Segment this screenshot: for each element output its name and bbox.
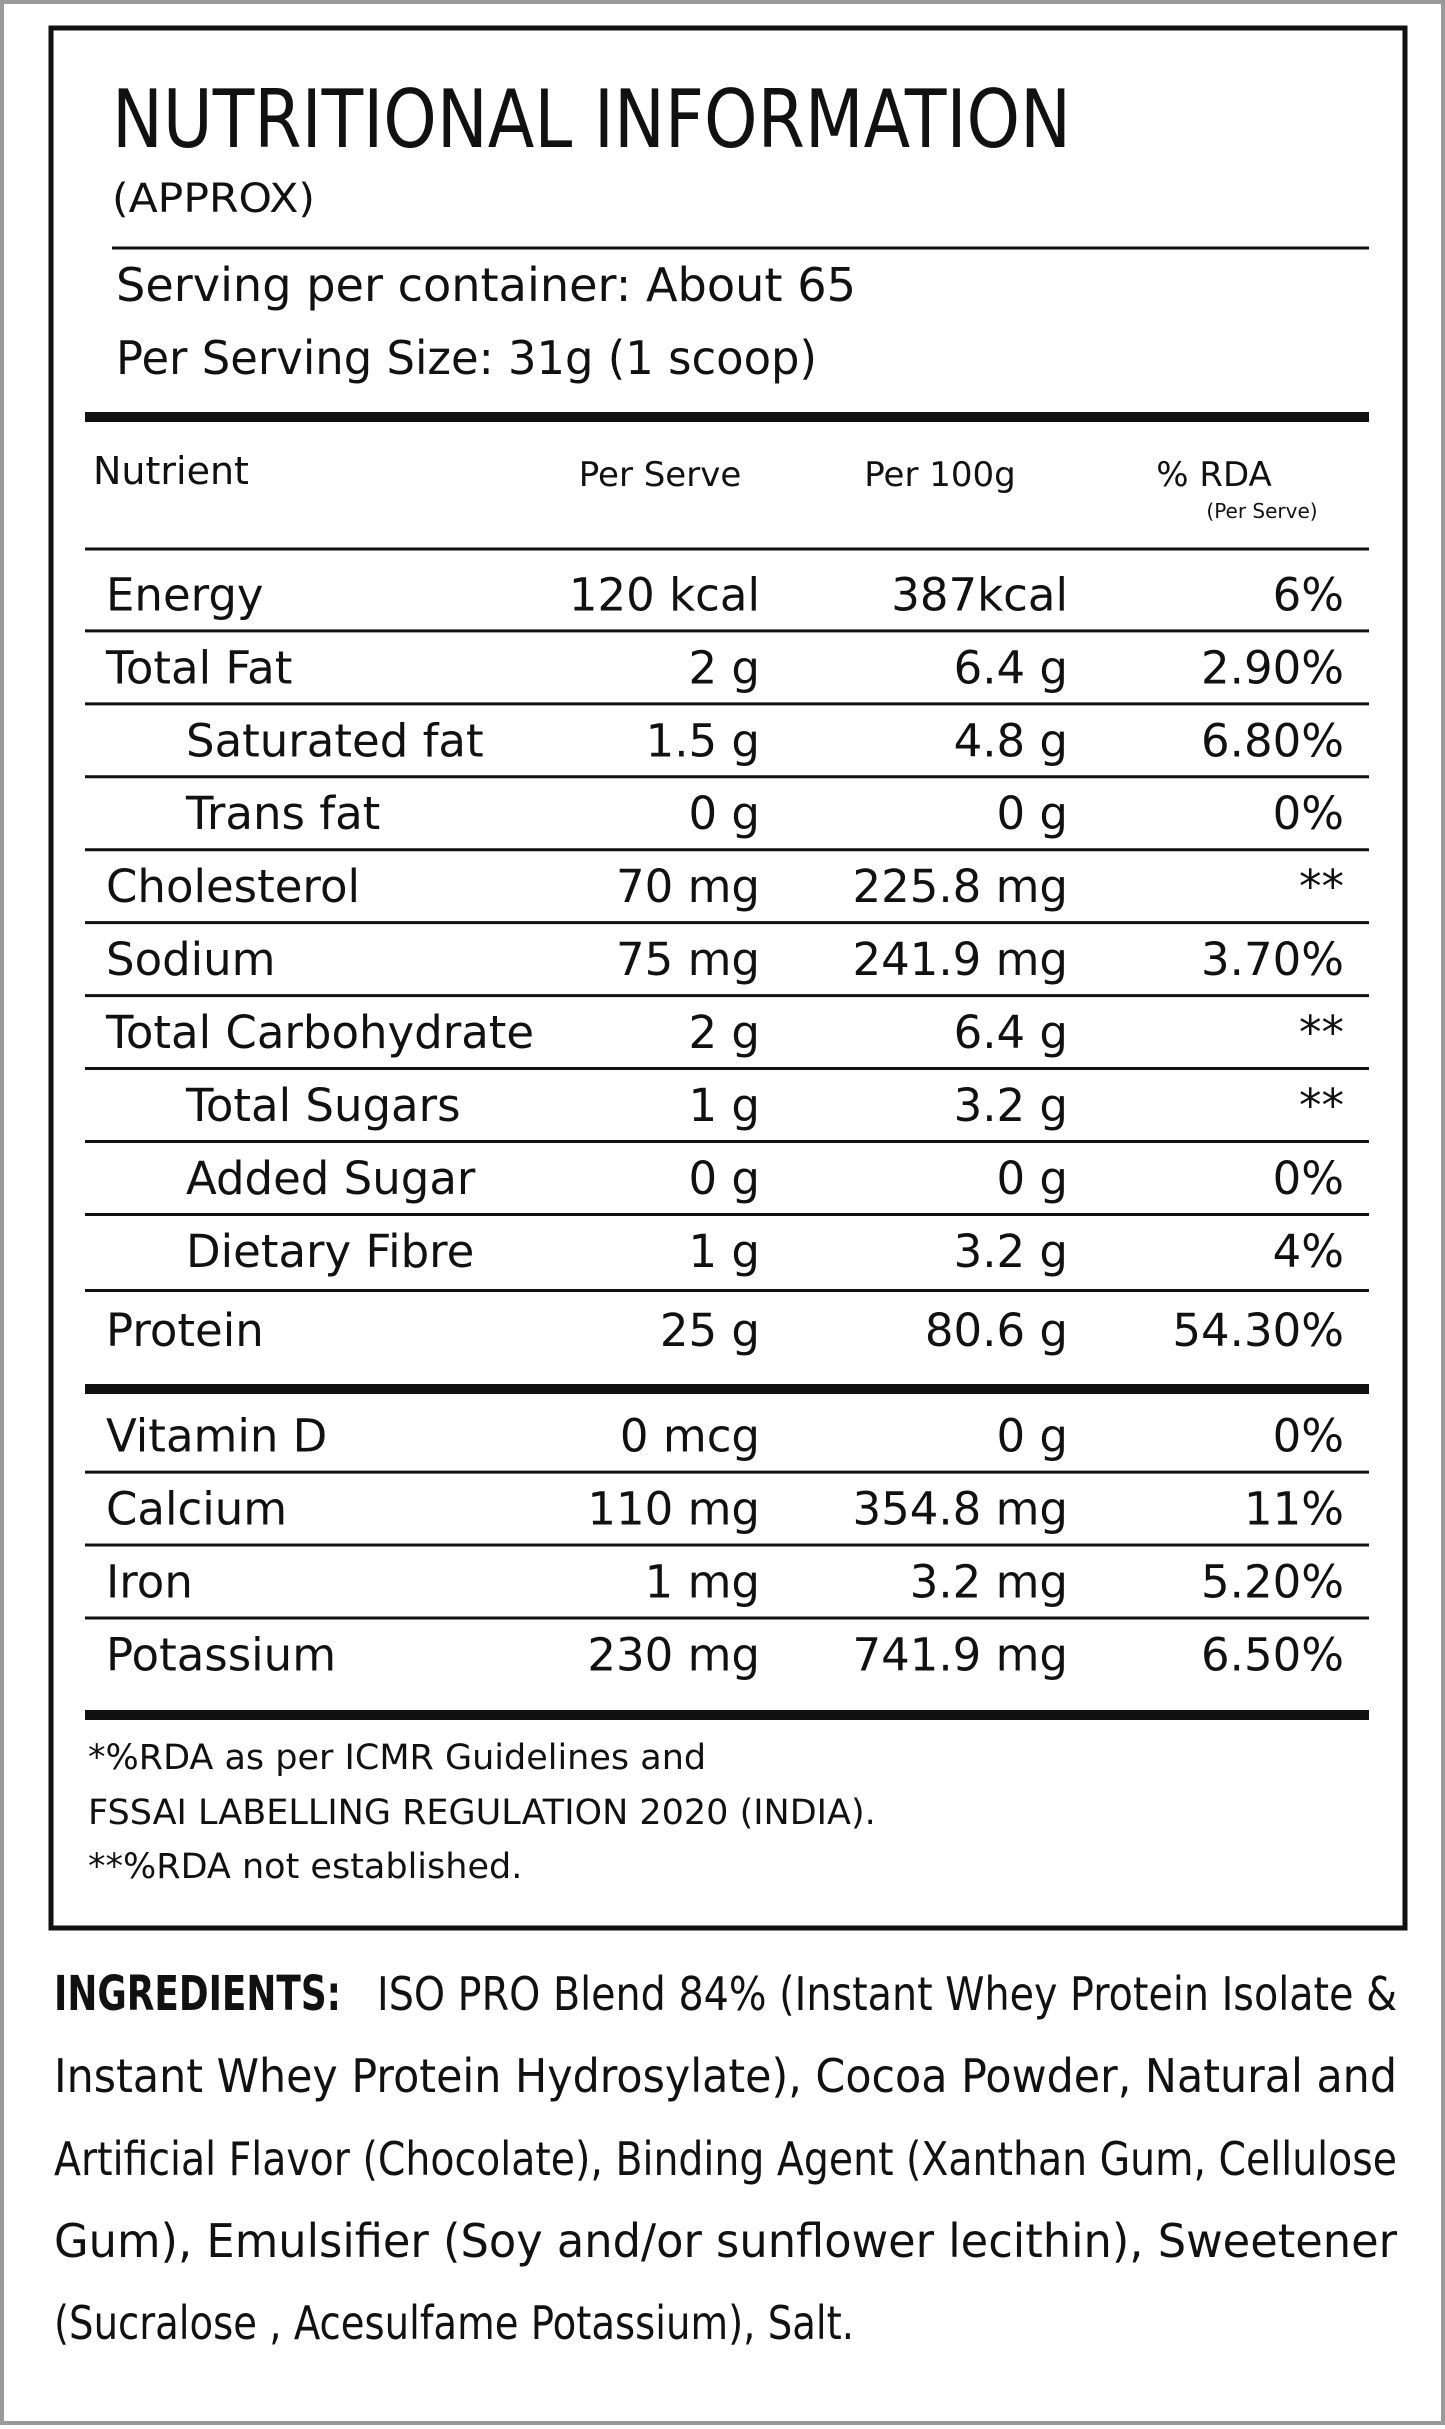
nutrient-value: 120 kcal: [569, 568, 760, 621]
nutrient-value: 11%: [1244, 1483, 1344, 1536]
nutrient-value: 1 g: [689, 1079, 761, 1132]
nutrient-value: 0%: [1273, 787, 1344, 840]
nutrient-value: 0 mcg: [620, 1410, 760, 1463]
rda-note: (Per Serve): [1206, 499, 1317, 523]
nutrient-value: 3.2 mg: [910, 1555, 1068, 1608]
ingredients-line: ISO PRO Blend 84% (Instant Whey Protein …: [377, 1967, 1397, 2021]
nutrient-value: 75 mg: [616, 933, 760, 986]
nutrient-name: Cholesterol: [106, 860, 360, 913]
nutrient-value: 0 g: [997, 1152, 1069, 1205]
nutrient-name: Trans fat: [185, 787, 380, 840]
column-header: Per Serve: [579, 455, 742, 495]
nutrient-value: 6.50%: [1201, 1628, 1344, 1681]
nutrient-value: 70 mg: [616, 860, 760, 913]
column-header: Per 100g: [864, 455, 1015, 495]
serving-size: Per Serving Size: 31g (1 scoop): [116, 331, 817, 385]
nutrient-value: 6%: [1273, 568, 1344, 621]
nutrient-value: 2.90%: [1201, 641, 1344, 694]
nutrient-value: **: [1299, 860, 1344, 913]
column-header: Nutrient: [93, 449, 249, 493]
nutrient-value: 1.5 g: [646, 714, 760, 767]
nutrient-value: 3.70%: [1201, 933, 1344, 986]
nutrient-value: 6.4 g: [954, 1006, 1068, 1059]
nutrient-value: 6.80%: [1201, 714, 1344, 767]
nutrient-name: Sodium: [106, 933, 276, 986]
nutrient-value: 3.2 g: [954, 1079, 1068, 1132]
nutrient-value: 241.9 mg: [852, 933, 1068, 986]
nutrient-name: Calcium: [106, 1483, 287, 1536]
nutrient-value: 0%: [1273, 1152, 1344, 1205]
nutrient-value: 1 g: [689, 1225, 761, 1278]
nutrient-name: Dietary Fibre: [186, 1225, 474, 1278]
nutrient-name: Energy: [106, 568, 264, 621]
nutrient-value: 387kcal: [891, 568, 1068, 621]
nutrient-value: 1 mg: [645, 1555, 760, 1608]
ingredients-label: INGREDIENTS:: [54, 1966, 341, 2022]
nutrient-value: 230 mg: [587, 1628, 760, 1681]
nutrient-value: 6.4 g: [954, 641, 1068, 694]
nutrient-value: 741.9 mg: [852, 1628, 1068, 1681]
nutrient-name: Added Sugar: [186, 1152, 476, 1205]
nutrient-name: Total Sugars: [185, 1079, 461, 1132]
nutrient-value: 3.2 g: [954, 1225, 1068, 1278]
servings: Serving per container: About 65: [116, 258, 856, 312]
subtitle: (APPROX): [112, 176, 315, 222]
nutrient-value: 4.8 g: [954, 714, 1068, 767]
column-header: % RDA: [1156, 455, 1272, 495]
nutrient-value: 2 g: [689, 641, 761, 694]
nutrient-value: 54.30%: [1172, 1304, 1344, 1357]
ingredients-line: (Sucralose , Acesulfame Potassium), Salt…: [54, 2296, 854, 2350]
nutrient-name: Saturated fat: [186, 714, 484, 767]
footnote: **%RDA not established.: [88, 1847, 522, 1887]
nutrient-value: 110 mg: [587, 1483, 760, 1536]
title: NUTRITIONAL INFORMATION: [112, 73, 1071, 166]
nutrient-value: 354.8 mg: [852, 1483, 1068, 1536]
ingredients-line: Artificial Flavor (Chocolate), Binding A…: [54, 2132, 1397, 2186]
nutrient-value: 0 g: [997, 1410, 1069, 1463]
ingredients-line: Instant Whey Protein Hydrosylate), Cocoa…: [54, 2049, 1397, 2103]
nutrient-name: Total Carbohydrate: [105, 1006, 534, 1059]
nutrient-value: **: [1299, 1079, 1344, 1132]
nutrient-value: 80.6 g: [925, 1304, 1068, 1357]
nutrient-value: 2 g: [689, 1006, 761, 1059]
nutrient-name: Vitamin D: [106, 1410, 327, 1463]
nutrient-value: **: [1299, 1006, 1344, 1059]
nutrient-name: Potassium: [106, 1628, 336, 1681]
footnote: *%RDA as per ICMR Guidelines and: [88, 1738, 706, 1778]
nutrient-name: Protein: [106, 1304, 264, 1357]
nutrient-value: 0 g: [689, 1152, 761, 1205]
footnote: FSSAI LABELLING REGULATION 2020 (INDIA).: [88, 1793, 876, 1833]
nutrient-value: 25 g: [660, 1304, 760, 1357]
nutrient-value: 0 g: [689, 787, 761, 840]
nutrient-name: Total Fat: [105, 641, 292, 694]
nutrient-value: 0 g: [997, 787, 1069, 840]
nutrient-value: 4%: [1273, 1225, 1344, 1278]
panel-border: [48, 25, 1408, 1931]
nutrient-name: Iron: [106, 1555, 193, 1608]
nutrient-value: 225.8 mg: [852, 860, 1068, 913]
ingredients-line: Gum), Emulsifier (Soy and/or sunflower l…: [54, 2214, 1397, 2268]
nutrient-value: 5.20%: [1201, 1555, 1344, 1608]
nutrient-value: 0%: [1273, 1410, 1344, 1463]
